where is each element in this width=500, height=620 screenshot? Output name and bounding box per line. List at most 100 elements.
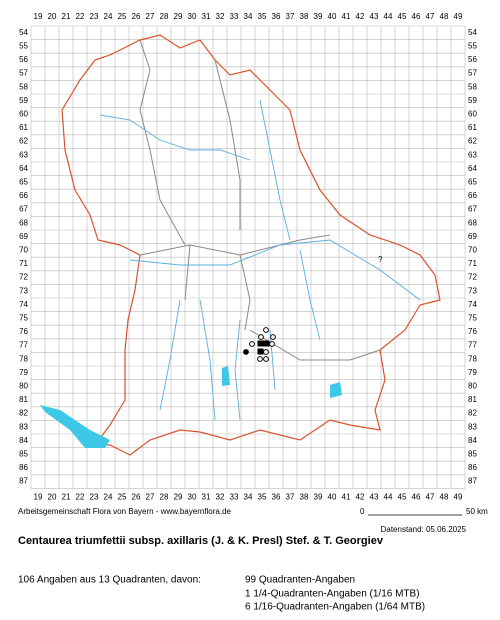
column-label: 21 [62,12,71,21]
row-label: 69 [468,232,477,241]
marker [263,340,270,347]
column-label: 40 [328,12,337,21]
detail: 6 1/16-Quadranten-Angaben (1/64 MTB) [245,602,425,613]
row-label: 78 [468,354,477,363]
note: ? [378,255,383,264]
row-label: 70 [468,246,477,255]
row-label: 75 [468,314,477,323]
column-label: 27 [146,12,155,21]
marker [257,340,264,347]
row-label: 79 [468,368,477,377]
column-label: 34 [244,12,253,21]
column-label: 29 [174,493,183,502]
column-label: 44 [384,493,393,502]
row-label: 69 [19,232,28,241]
row-label: 71 [468,259,477,268]
title: Centaurea triumfettii subsp. axillaris (… [18,535,384,547]
row-label: 70 [19,246,28,255]
row-label: 62 [19,137,28,146]
row-label: 75 [19,314,28,323]
scale-start: 0 [360,507,365,516]
column-label: 45 [398,493,407,502]
row-label: 65 [468,178,477,187]
column-label: 43 [370,12,379,21]
row-label: 85 [19,450,28,459]
row-label: 72 [468,273,477,282]
column-label: 31 [202,493,211,502]
row-label: 80 [468,382,477,391]
credit: Arbeitsgemeinschaft Flora von Bayern - w… [18,507,232,516]
row-label: 76 [468,327,477,336]
column-label: 20 [48,493,57,502]
row-label: 64 [19,164,28,173]
column-label: 38 [300,493,309,502]
column-label: 49 [454,493,463,502]
column-label: 37 [286,12,295,21]
column-label: 30 [188,12,197,21]
column-label: 34 [244,493,253,502]
column-label: 25 [118,12,127,21]
column-label: 30 [188,493,197,502]
row-label: 83 [468,422,477,431]
column-label: 47 [426,493,435,502]
column-label: 42 [356,12,365,21]
column-label: 20 [48,12,57,21]
column-label: 49 [454,12,463,21]
row-label: 63 [19,150,28,159]
border [61,34,441,456]
row-label: 67 [468,205,477,214]
column-label: 24 [104,493,113,502]
marker [258,334,264,340]
row-label: 81 [19,395,28,404]
column-label: 19 [34,12,43,21]
marker [249,341,255,347]
column-label: 31 [202,12,211,21]
column-label: 26 [132,12,141,21]
row-label: 76 [19,327,28,336]
column-label: 35 [258,493,267,502]
detail: 1 1/4-Quadranten-Angaben (1/16 MTB) [245,589,420,600]
column-label: 32 [216,12,225,21]
column-label: 23 [90,493,99,502]
detail: 99 Quadranten-Angaben [245,575,355,586]
row-label: 87 [19,477,28,486]
row-label: 72 [19,273,28,282]
column-label: 41 [342,12,351,21]
column-label: 41 [342,493,351,502]
column-label: 46 [412,493,421,502]
row-label: 58 [19,82,28,91]
column-label: 29 [174,12,183,21]
row-label: 61 [468,123,477,132]
row-label: 87 [468,477,477,486]
date: Datenstand: 05.06.2025 [381,525,467,534]
row-label: 59 [468,96,477,105]
marker [257,348,264,355]
row-label: 59 [19,96,28,105]
row-label: 66 [19,191,28,200]
column-label: 33 [230,12,239,21]
column-label: 40 [328,493,337,502]
row-label: 68 [19,218,28,227]
row-label: 77 [468,341,477,350]
marker [269,341,275,347]
row-label: 56 [19,55,28,64]
row-label: 84 [19,436,28,445]
column-label: 44 [384,12,393,21]
column-label: 42 [356,493,365,502]
column-label: 25 [118,493,127,502]
column-label: 43 [370,493,379,502]
column-label: 36 [272,493,281,502]
row-label: 74 [19,300,28,309]
column-label: 38 [300,12,309,21]
row-label: 81 [468,395,477,404]
column-label: 39 [314,493,323,502]
row-label: 62 [468,137,477,146]
row-label: 57 [19,69,28,78]
grid: 19 19 20 20 21 21 22 22 23 23 24 24 25 25 26 26 27 27 28 28… [19,12,477,501]
row-label: 78 [19,354,28,363]
marker [263,356,269,362]
row-label: 80 [19,382,28,391]
row-label: 55 [19,42,28,51]
column-label: 35 [258,12,267,21]
